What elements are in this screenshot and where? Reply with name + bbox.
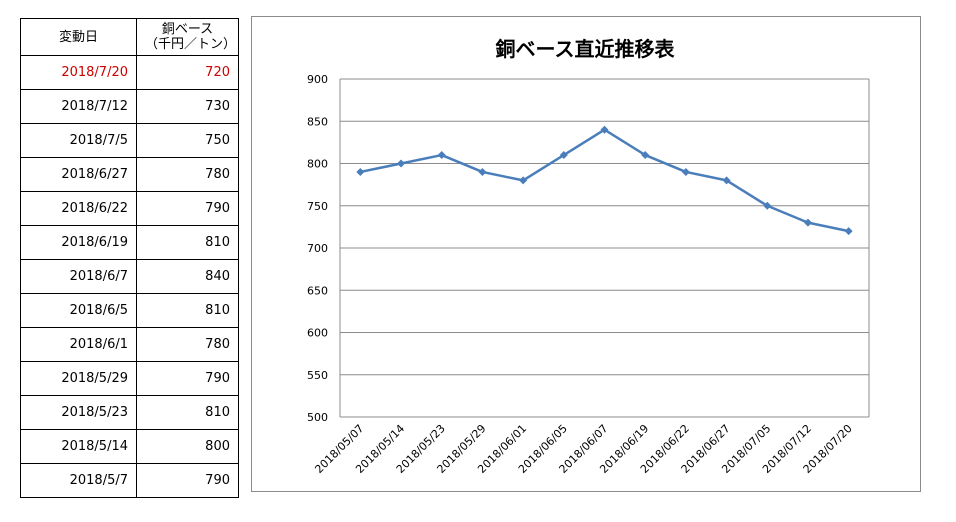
data-point	[600, 125, 609, 134]
data-point	[641, 151, 650, 160]
date-cell: 2018/6/19	[20, 225, 137, 260]
y-tick-label: 750	[307, 200, 328, 213]
table-row: 2018/7/12 730	[20, 89, 239, 124]
data-point	[478, 167, 487, 176]
data-point	[437, 151, 446, 160]
table-row: 2018/6/27 780	[20, 157, 239, 192]
y-tick-label: 900	[307, 73, 328, 86]
y-tick-label: 700	[307, 242, 328, 255]
y-tick-label: 850	[307, 115, 328, 128]
date-cell: 2018/6/1	[20, 327, 137, 362]
price-header-line2: （千円／トン）	[145, 37, 237, 52]
table-row: 2018/6/22 790	[20, 191, 239, 226]
table-row: 2018/6/1 780	[20, 327, 239, 362]
price-cell: 840	[136, 259, 239, 294]
table-row: 2018/7/5 750	[20, 123, 239, 158]
price-cell: 790	[136, 361, 239, 396]
price-column-header: 銅ベース （千円／トン）	[136, 18, 239, 56]
data-point	[722, 176, 731, 185]
price-cell: 810	[136, 293, 239, 328]
copper-price-table: 変動日 銅ベース （千円／トン） 2018/7/20 720 2018/7/12 73…	[20, 18, 239, 498]
table-row: 2018/5/14 800	[20, 429, 239, 464]
date-cell: 2018/6/7	[20, 259, 137, 294]
data-point	[681, 167, 690, 176]
table-row: 2018/5/7 790	[20, 463, 239, 498]
line-chart-svg: 銅ベース直近推移表 500550600650700750800850900201…	[307, 37, 870, 476]
data-point	[803, 218, 812, 227]
price-cell: 780	[136, 327, 239, 362]
price-cell: 720	[136, 55, 239, 90]
data-point	[763, 201, 772, 210]
price-header-line1: 銅ベース	[161, 22, 214, 37]
date-cell: 2018/7/20	[20, 55, 137, 90]
date-cell: 2018/7/5	[20, 123, 137, 158]
date-cell: 2018/6/27	[20, 157, 137, 192]
price-cell: 810	[136, 395, 239, 430]
table-row: 2018/5/29 790	[20, 361, 239, 396]
date-cell: 2018/5/14	[20, 429, 137, 464]
y-tick-label: 600	[307, 327, 328, 340]
y-tick-label: 650	[307, 284, 328, 297]
date-cell: 2018/5/29	[20, 361, 137, 396]
data-point	[397, 159, 406, 168]
table-header-row: 変動日 銅ベース （千円／トン）	[20, 18, 239, 56]
date-cell: 2018/6/5	[20, 293, 137, 328]
price-cell: 750	[136, 123, 239, 158]
copper-price-chart: 銅ベース直近推移表 500 550 600 650 700 750 800 850 900 201…	[251, 16, 921, 492]
date-cell: 2018/6/22	[20, 191, 137, 226]
date-column-header: 変動日	[20, 18, 137, 56]
price-cell: 780	[136, 157, 239, 192]
data-point	[844, 227, 853, 236]
price-cell: 790	[136, 191, 239, 226]
data-point	[559, 151, 568, 160]
y-tick-label: 500	[307, 411, 328, 424]
price-cell: 800	[136, 429, 239, 464]
data-point	[356, 167, 365, 176]
table-row: 2018/5/23 810	[20, 395, 239, 430]
date-cell: 2018/5/7	[20, 463, 137, 498]
table-row: 2018/6/7 840	[20, 259, 239, 294]
price-cell: 730	[136, 89, 239, 124]
price-cell: 810	[136, 225, 239, 260]
table-row: 2018/6/5 810	[20, 293, 239, 328]
y-tick-label: 800	[307, 158, 328, 171]
series-line	[360, 128, 849, 233]
date-cell: 2018/5/23	[20, 395, 137, 430]
y-tick-label: 550	[307, 369, 328, 382]
data-point	[519, 176, 528, 185]
date-cell: 2018/7/12	[20, 89, 137, 124]
price-cell: 790	[136, 463, 239, 498]
table-row: 2018/6/19 810	[20, 225, 239, 260]
chart-title: 銅ベース直近推移表	[496, 37, 676, 61]
table-row: 2018/7/20 720	[20, 55, 239, 90]
